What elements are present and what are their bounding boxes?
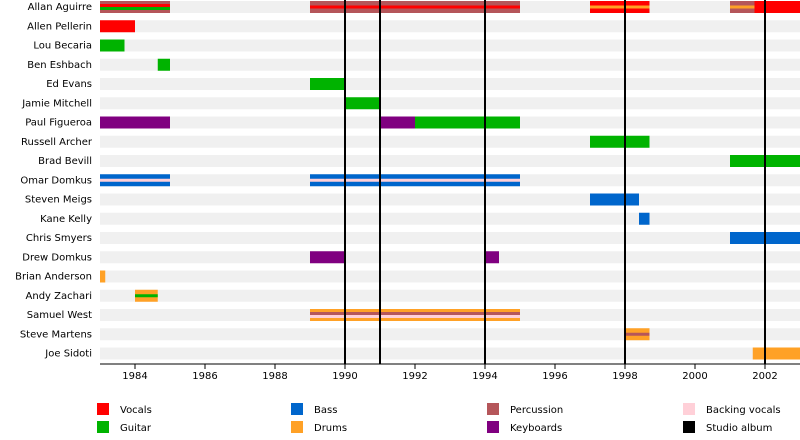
role-bar (415, 116, 520, 129)
role-bar (380, 116, 415, 129)
row-band (100, 58, 800, 71)
member-label: Brian Anderson (15, 272, 92, 283)
role-stripe (100, 4, 170, 7)
row-band (100, 232, 800, 244)
legend-swatch (683, 403, 695, 415)
member-label: Allen Pellerin (27, 21, 92, 32)
member-label: Paul Figueroa (25, 118, 92, 129)
role-bar (310, 251, 345, 264)
member-label: Chris Smyers (26, 233, 92, 244)
row-band (100, 251, 800, 264)
member-label: Lou Becaria (33, 41, 92, 52)
legend-swatch (291, 421, 303, 433)
legend-swatch (97, 421, 109, 433)
role-bar (100, 270, 106, 283)
legend-label: Bass (314, 405, 337, 416)
legend-label: Drums (314, 423, 347, 434)
member-label: Omar Domkus (20, 175, 92, 186)
x-tick-label: 1984 (122, 371, 147, 382)
role-stripe (590, 5, 650, 9)
role-bar (345, 97, 380, 110)
role-bar (754, 1, 800, 13)
role-bar (157, 58, 170, 71)
row-band (100, 193, 800, 206)
row-band (100, 97, 800, 110)
role-bar (590, 135, 650, 148)
role-stripe (310, 178, 520, 182)
x-tick-label: 1990 (332, 371, 357, 382)
member-label: Samuel West (27, 310, 92, 321)
x-tick-label: 2000 (682, 371, 707, 382)
legend-label: Studio album (706, 423, 772, 434)
legend-swatch (683, 421, 695, 433)
member-label: Drew Domkus (22, 252, 92, 263)
role-stripe (310, 5, 520, 9)
member-label: Steven Meigs (25, 195, 92, 206)
member-label: Joe Sidoti (44, 349, 92, 360)
x-tick-label: 1996 (542, 371, 567, 382)
row-band (100, 39, 800, 52)
role-bar (485, 251, 499, 264)
row-band (100, 289, 800, 302)
role-bar (100, 20, 135, 33)
role-stripe (100, 7, 170, 10)
member-label: Russell Archer (21, 137, 93, 148)
role-bar (590, 193, 639, 206)
legend-label: Vocals (120, 405, 152, 416)
row-band (100, 155, 800, 167)
x-tick-label: 1988 (262, 371, 287, 382)
x-tick-label: 1994 (472, 371, 497, 382)
member-label: Brad Bevill (38, 156, 92, 167)
member-label: Andy Zachari (26, 291, 92, 302)
legend-label: Backing vocals (706, 405, 781, 416)
row-band (100, 347, 800, 360)
role-stripe (135, 294, 158, 298)
row-band (100, 270, 800, 283)
legend-swatch (291, 403, 303, 415)
row-band (100, 328, 800, 341)
role-bar (310, 78, 345, 90)
row-band (100, 20, 800, 33)
legend-swatch (487, 403, 499, 415)
role-stripe (730, 5, 755, 9)
role-bar (639, 212, 650, 225)
member-label: Steve Martens (20, 329, 92, 340)
role-stripe (310, 315, 520, 318)
member-label: Ed Evans (46, 79, 92, 90)
role-stripe (310, 312, 520, 315)
member-label: Kane Kelly (40, 214, 92, 225)
x-tick-label: 1992 (402, 371, 427, 382)
legend-swatch (97, 403, 109, 415)
role-bar (752, 347, 800, 360)
role-bar (100, 39, 125, 52)
row-band (100, 135, 800, 148)
member-label: Ben Eshbach (27, 60, 92, 71)
row-band (100, 78, 800, 90)
legend-label: Guitar (120, 423, 152, 434)
x-tick-label: 1998 (612, 371, 637, 382)
legend-swatch (487, 421, 499, 433)
role-bar (100, 116, 170, 129)
member-label: Jamie Mitchell (21, 98, 92, 109)
role-stripe (100, 178, 170, 182)
legend-label: Percussion (510, 405, 563, 416)
x-tick-label: 1986 (192, 371, 217, 382)
member-label: Allan Aguirre (28, 2, 92, 13)
x-tick-label: 2002 (752, 371, 777, 382)
role-stripe (625, 332, 650, 336)
row-band (100, 212, 800, 225)
legend-label: Keyboards (510, 423, 562, 434)
